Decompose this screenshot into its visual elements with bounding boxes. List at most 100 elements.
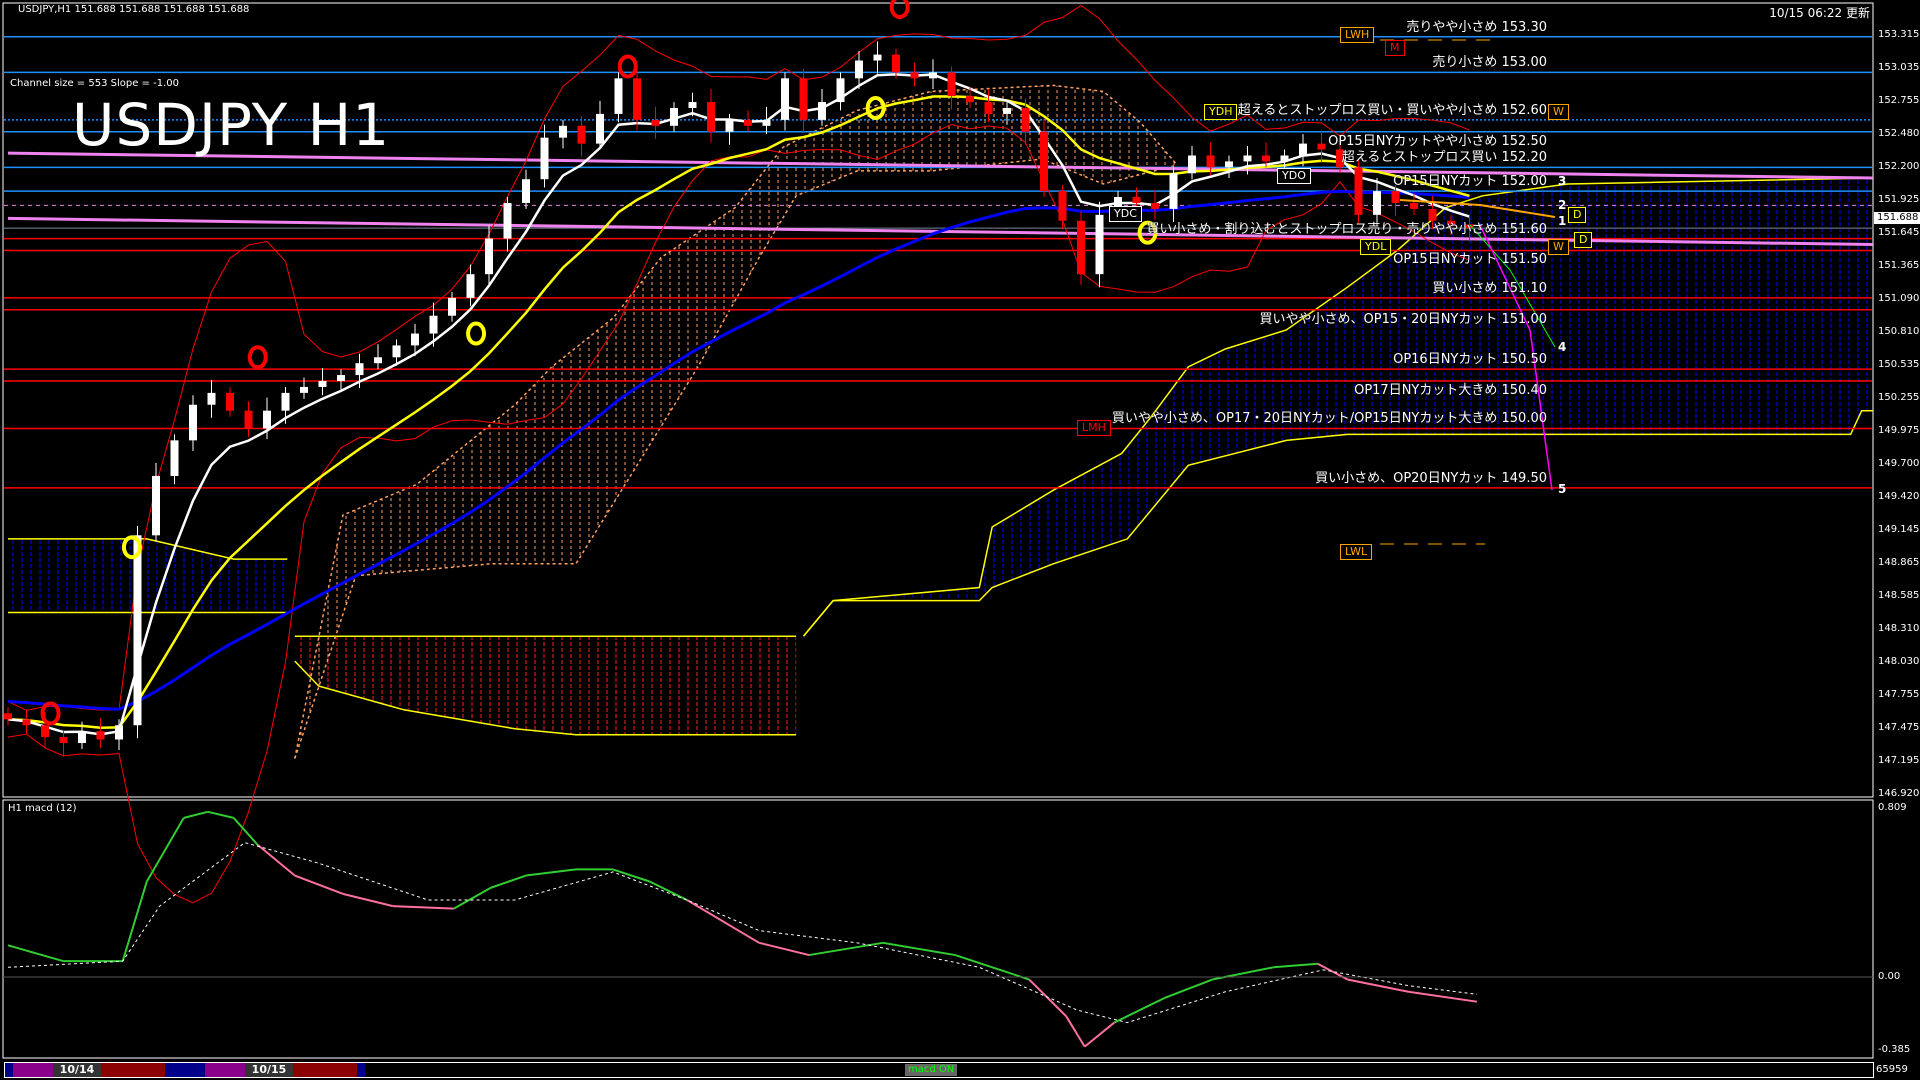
macd-toggle-button[interactable]: macd ON xyxy=(905,1064,958,1076)
macd-signal-line xyxy=(7,842,1477,1024)
macd-pane-border xyxy=(2,799,1874,1059)
candle-body xyxy=(1003,108,1011,114)
price-axis-tick: 151.645 xyxy=(1878,227,1920,238)
ichimoku-cloud xyxy=(294,636,797,735)
session-segment xyxy=(101,1063,165,1077)
price-axis-tick: 153.315 xyxy=(1878,29,1920,40)
sell-signal-icon xyxy=(247,345,268,370)
candle-body xyxy=(1151,202,1159,209)
candle-body xyxy=(818,102,826,120)
candle-body xyxy=(485,238,493,275)
macd-line-segment xyxy=(232,817,259,846)
candle-body xyxy=(318,381,327,387)
candle-body xyxy=(707,102,715,132)
price-axis-tick: 149.700 xyxy=(1878,458,1920,469)
macd-line-segment xyxy=(1408,990,1478,1003)
candle-body xyxy=(873,54,882,61)
buy-signal-icon xyxy=(865,96,886,121)
buy-signal-icon xyxy=(1137,220,1158,245)
ma-long xyxy=(7,189,1470,711)
macd-line-segment xyxy=(525,868,577,877)
candle-body xyxy=(892,54,900,73)
candle-body xyxy=(337,375,345,382)
macd-line-segment xyxy=(882,941,956,957)
level-label: 買いやや小さめ、OP15・20日NYカット 151.00 xyxy=(1259,311,1547,327)
price-levels xyxy=(4,36,1872,545)
ma-mid xyxy=(7,95,1470,729)
macd-line-segment xyxy=(145,817,185,883)
price-axis-tick: 150.255 xyxy=(1878,392,1920,403)
macd-line-segment xyxy=(954,954,1030,981)
candle-body xyxy=(1021,108,1030,132)
price-axis-tick: 148.865 xyxy=(1878,557,1920,568)
candle-body xyxy=(1354,167,1363,215)
candle-body xyxy=(96,731,105,740)
macd-axis-zero: 0.00 xyxy=(1878,971,1901,982)
session-segment xyxy=(13,1063,53,1077)
symbol-info: USDJPY,H1 151.688 151.688 151.688 151.68… xyxy=(18,4,250,15)
level-tag-d: D xyxy=(1568,207,1587,223)
candle-body xyxy=(41,725,49,738)
candle-body xyxy=(799,78,808,120)
macd-line-segment xyxy=(1163,978,1213,1000)
candle-body xyxy=(1465,224,1474,229)
level-tag-ydc: YDC xyxy=(1109,206,1142,222)
candle-body xyxy=(226,392,234,411)
price-axis-tick: 151.090 xyxy=(1878,293,1920,304)
level-label: OP15日NYカット 152.00 xyxy=(1393,174,1547,190)
macd-line-segment xyxy=(257,844,296,877)
level-tag-lwl: LWL xyxy=(1340,544,1373,560)
macd-line-segment xyxy=(392,905,454,910)
price-axis-tick: 147.475 xyxy=(1878,722,1920,733)
macd-line-segment xyxy=(612,868,651,883)
price-axis-tick: 152.480 xyxy=(1878,128,1920,139)
macd-line-segment xyxy=(342,892,394,908)
wave-number: 2 xyxy=(1558,198,1567,212)
candle-body xyxy=(1373,191,1381,215)
macd-title: H1 macd (12) xyxy=(8,803,77,814)
macd-line-segment xyxy=(1273,962,1318,969)
candle-body xyxy=(929,72,937,79)
price-axis-tick: 153.035 xyxy=(1878,62,1920,73)
macd-line-segment xyxy=(1084,1021,1115,1048)
candle-body xyxy=(1280,155,1289,162)
level-label: 超えるとストップロス買い 152.20 xyxy=(1341,150,1547,166)
level-tag-m: M xyxy=(1385,40,1405,56)
candle-body xyxy=(133,535,142,726)
candle-body xyxy=(540,137,549,180)
buy-signal-icon xyxy=(121,535,142,560)
level-label: 買いやや小さめ、OP17・20日NYカット/OP15日NYカット大きめ 150.… xyxy=(1111,411,1547,427)
candle-body xyxy=(152,475,160,536)
level-label: 買い小さめ・割り込むとストップロス売り・売りやや小さめ 151.60 xyxy=(1146,221,1547,237)
macd-line-segment xyxy=(294,874,344,895)
candle-body xyxy=(448,297,456,316)
candle-body xyxy=(22,719,31,726)
candle-body xyxy=(263,410,271,429)
macd-line-segment xyxy=(490,874,527,889)
macd-lines xyxy=(7,810,1478,1048)
bollinger-upper xyxy=(7,4,1470,711)
wave-number: 3 xyxy=(1558,174,1567,188)
price-axis-tick: 147.195 xyxy=(1878,755,1920,766)
candle-body xyxy=(651,119,660,126)
session-segment: 10/14 xyxy=(53,1063,101,1077)
level-label: OP15日NYカットやや小さめ 152.50 xyxy=(1328,133,1547,149)
macd-line-segment xyxy=(1065,1015,1086,1048)
price-axis-tick: 152.755 xyxy=(1878,95,1920,106)
level-tag-lwh: LWH xyxy=(1340,27,1375,43)
candle-body xyxy=(466,274,475,298)
price-axis-tick: 149.975 xyxy=(1878,425,1920,436)
candle-body xyxy=(762,119,771,126)
candle-body xyxy=(744,119,752,126)
ma-short xyxy=(7,73,1470,736)
cloud-span-b xyxy=(802,409,1873,637)
candle-body xyxy=(1391,191,1400,203)
projection-line xyxy=(1399,199,1556,218)
macd-line-segment xyxy=(183,810,209,819)
candle-body xyxy=(1114,197,1122,215)
candle-body xyxy=(947,72,956,97)
candle-body xyxy=(614,78,623,114)
candle-body xyxy=(1336,149,1344,168)
macd-line-segment xyxy=(121,881,148,962)
